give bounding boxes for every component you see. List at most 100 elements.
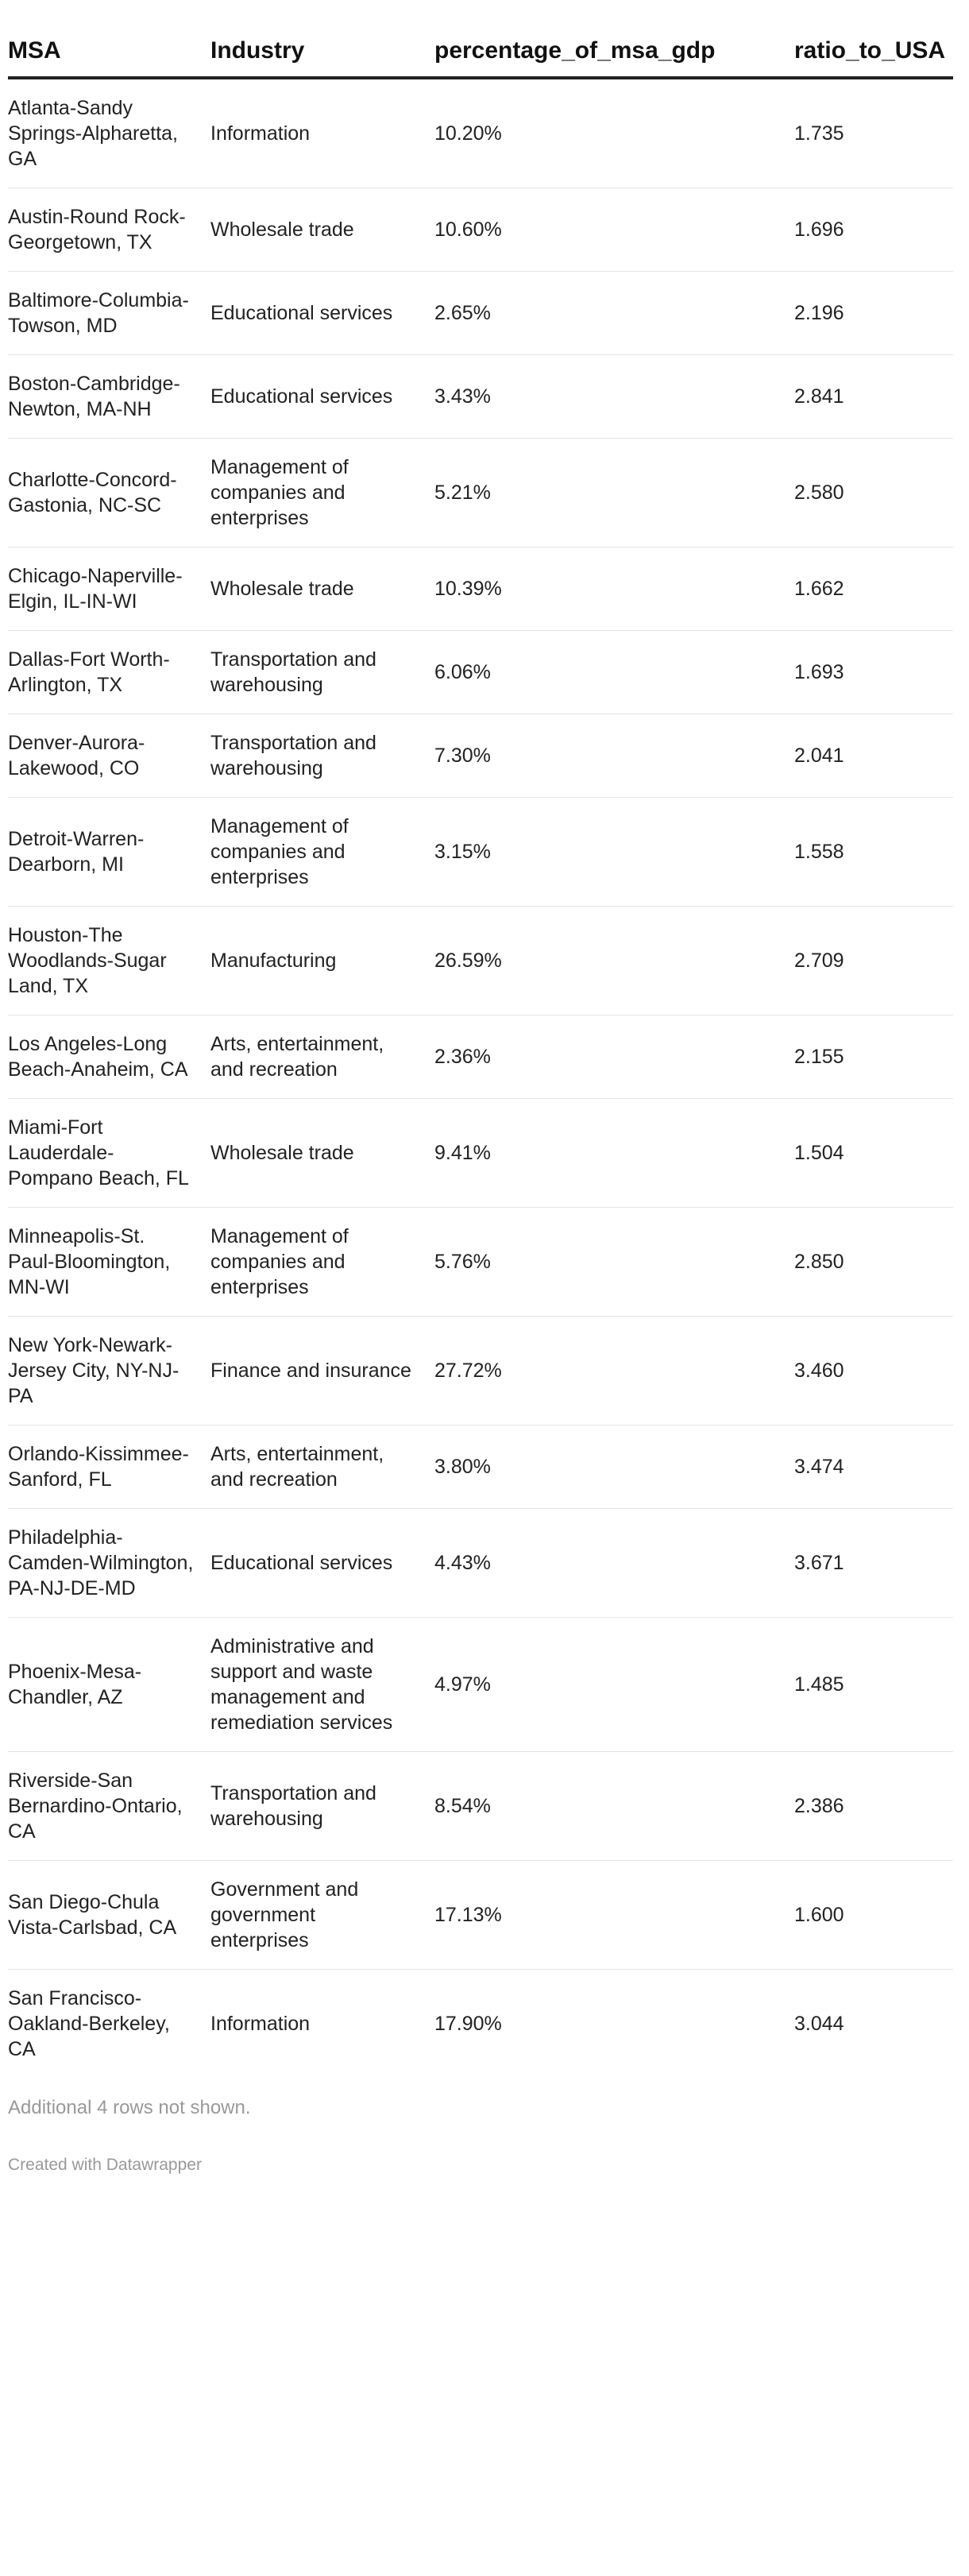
percentage-cell: 10.60%	[434, 188, 794, 272]
percentage-cell: 17.13%	[434, 1860, 794, 1970]
msa-cell: Baltimore-Columbia-Towson, MD	[8, 271, 210, 355]
industry-cell: Transportation and warehousing	[210, 1751, 434, 1861]
industry-cell: Transportation and warehousing	[210, 714, 434, 798]
industry-cell: Educational services	[210, 1508, 434, 1618]
percentage-cell: 3.80%	[434, 1425, 794, 1509]
table-row: Denver-Aurora-Lakewood, CO Transportation…	[8, 714, 953, 798]
table-row: Los Angeles-Long Beach-Anaheim, CA Arts, …	[8, 1015, 953, 1099]
industry-cell: Wholesale trade	[210, 188, 434, 272]
ratio-cell: 1.485	[794, 1617, 953, 1752]
percentage-cell: 10.39%	[434, 547, 794, 631]
ratio-cell: 1.662	[794, 547, 953, 631]
table-row: Philadelphia-Camden-Wilmington, PA-NJ-DE…	[8, 1508, 953, 1618]
column-header-msa[interactable]: MSA	[8, 29, 210, 79]
table-row: Houston-The Woodlands-Sugar Land, TX Manu…	[8, 906, 953, 1015]
percentage-cell: 10.20%	[434, 78, 794, 188]
ratio-cell: 2.041	[794, 714, 953, 798]
industry-cell: Management of companies and enterprises	[210, 1207, 434, 1317]
industry-cell: Administrative and support and waste man…	[210, 1617, 434, 1752]
ratio-cell: 1.696	[794, 188, 953, 272]
industry-cell: Finance and insurance	[210, 1316, 434, 1425]
percentage-cell: 26.59%	[434, 906, 794, 1015]
ratio-cell: 1.504	[794, 1098, 953, 1208]
ratio-cell: 3.460	[794, 1316, 953, 1425]
msa-cell: Riverside-San Bernardino-Ontario, CA	[8, 1751, 210, 1861]
ratio-cell: 1.735	[794, 78, 953, 188]
column-header-industry[interactable]: Industry	[210, 29, 434, 79]
percentage-cell: 2.36%	[434, 1015, 794, 1099]
ratio-cell: 2.196	[794, 271, 953, 355]
percentage-cell: 27.72%	[434, 1316, 794, 1425]
ratio-cell: 1.693	[794, 630, 953, 714]
table-body: Atlanta-Sandy Springs-Alpharetta, GA Info…	[8, 78, 953, 2078]
msa-cell: Denver-Aurora-Lakewood, CO	[8, 714, 210, 798]
percentage-cell: 2.65%	[434, 271, 794, 355]
table-row: San Diego-Chula Vista-Carlsbad, CA Govern…	[8, 1860, 953, 1970]
msa-cell: Charlotte-Concord-Gastonia, NC-SC	[8, 438, 210, 547]
msa-cell: San Francisco-Oakland-Berkeley, CA	[8, 1987, 170, 2060]
percentage-cell: 4.43%	[434, 1508, 794, 1618]
industry-cell: Educational services	[210, 271, 434, 355]
msa-cell: Houston-The Woodlands-Sugar Land, TX	[8, 906, 210, 1015]
msa-cell: New York-Newark-Jersey City, NY-NJ-PA	[8, 1316, 210, 1425]
msa-cell: Dallas-Fort Worth-Arlington, TX	[8, 630, 210, 714]
msa-cell: Orlando-Kissimmee-Sanford, FL	[8, 1425, 210, 1509]
msa-cell: San Diego-Chula Vista-Carlsbad, CA	[8, 1860, 210, 1970]
table-row: Austin-Round Rock-Georgetown, TX Wholesal…	[8, 188, 953, 272]
ratio-cell: 2.386	[794, 1751, 953, 1861]
ratio-cell: 2.580	[794, 438, 953, 547]
table-row: Detroit-Warren-Dearborn, MI Management of…	[8, 797, 953, 907]
percentage-cell: 3.15%	[434, 797, 794, 907]
industry-cell: Information	[210, 78, 434, 188]
industry-cell: Wholesale trade	[210, 1098, 434, 1208]
table-row: Atlanta-Sandy Springs-Alpharetta, GA Info…	[8, 78, 953, 188]
industry-cell: Transportation and warehousing	[210, 630, 434, 714]
msa-cell: Boston-Cambridge-Newton, MA-NH	[8, 354, 210, 439]
percentage-cell: 4.97%	[434, 1617, 794, 1752]
percentage-cell: 9.41%	[434, 1098, 794, 1208]
percentage-cell: 17.90%	[434, 2013, 502, 2035]
table-row: New York-Newark-Jersey City, NY-NJ-PA Fin…	[8, 1316, 953, 1425]
ratio-cell: 3.671	[794, 1508, 953, 1618]
industry-cell: Management of companies and enterprises	[210, 797, 434, 907]
table-row: Dallas-Fort Worth-Arlington, TX Transport…	[8, 630, 953, 714]
table-row: Phoenix-Mesa-Chandler, AZ Administrative …	[8, 1617, 953, 1752]
percentage-cell: 7.30%	[434, 714, 794, 798]
ratio-cell: 3.474	[794, 1425, 953, 1509]
industry-cell: Arts, entertainment, and recreation	[210, 1425, 434, 1509]
percentage-cell: 3.43%	[434, 354, 794, 439]
ratio-cell: 1.600	[794, 1860, 953, 1970]
data-table: MSA Industry percentage_of_msa_gdp ratio…	[8, 29, 953, 2078]
msa-cell: Austin-Round Rock-Georgetown, TX	[8, 188, 210, 272]
msa-cell: Detroit-Warren-Dearborn, MI	[8, 797, 210, 907]
table-container: MSA Industry percentage_of_msa_gdp ratio…	[8, 29, 953, 2174]
msa-cell: Los Angeles-Long Beach-Anaheim, CA	[8, 1015, 210, 1099]
percentage-cell: 5.21%	[434, 438, 794, 547]
header-row: MSA Industry percentage_of_msa_gdp ratio…	[8, 29, 953, 79]
industry-cell: Educational services	[210, 354, 434, 439]
column-header-ratio[interactable]: ratio_to_USA	[794, 29, 953, 79]
table-row: Chicago-Naperville-Elgin, IL-IN-WI Wholes…	[8, 547, 953, 631]
percentage-cell: 6.06%	[434, 630, 794, 714]
msa-cell: Philadelphia-Camden-Wilmington, PA-NJ-DE…	[8, 1508, 210, 1618]
ratio-cell: 2.155	[794, 1015, 953, 1099]
industry-cell: Manufacturing	[210, 906, 434, 1015]
rows-not-shown-note: Additional 4 rows not shown.	[8, 2097, 251, 2118]
percentage-cell: 8.54%	[434, 1751, 794, 1861]
percentage-cell: 5.76%	[434, 1207, 794, 1317]
table-row: Baltimore-Columbia-Towson, MD Educational…	[8, 271, 953, 355]
ratio-cell: 2.709	[794, 906, 953, 1015]
ratio-cell: 2.841	[794, 354, 953, 439]
msa-cell: Minneapolis-St. Paul-Bloomington, MN-WI	[8, 1207, 210, 1317]
industry-cell: Wholesale trade	[210, 547, 434, 631]
table-row: Boston-Cambridge-Newton, MA-NH Educationa…	[8, 354, 953, 439]
table-row: San Francisco-Oakland-Berkeley, CA Inform…	[8, 1970, 953, 2079]
table-row: Charlotte-Concord-Gastonia, NC-SC Managem…	[8, 438, 953, 547]
datawrapper-credit: Created with Datawrapper	[8, 2156, 202, 2174]
column-header-percentage[interactable]: percentage_of_msa_gdp	[434, 29, 794, 79]
table-row: Orlando-Kissimmee-Sanford, FL Arts, enter…	[8, 1425, 953, 1509]
ratio-cell: 2.850	[794, 1207, 953, 1317]
msa-cell: Atlanta-Sandy Springs-Alpharetta, GA	[8, 78, 210, 188]
msa-cell: Miami-Fort Lauderdale-Pompano Beach, FL	[8, 1098, 210, 1208]
ratio-cell: 1.558	[794, 797, 953, 907]
